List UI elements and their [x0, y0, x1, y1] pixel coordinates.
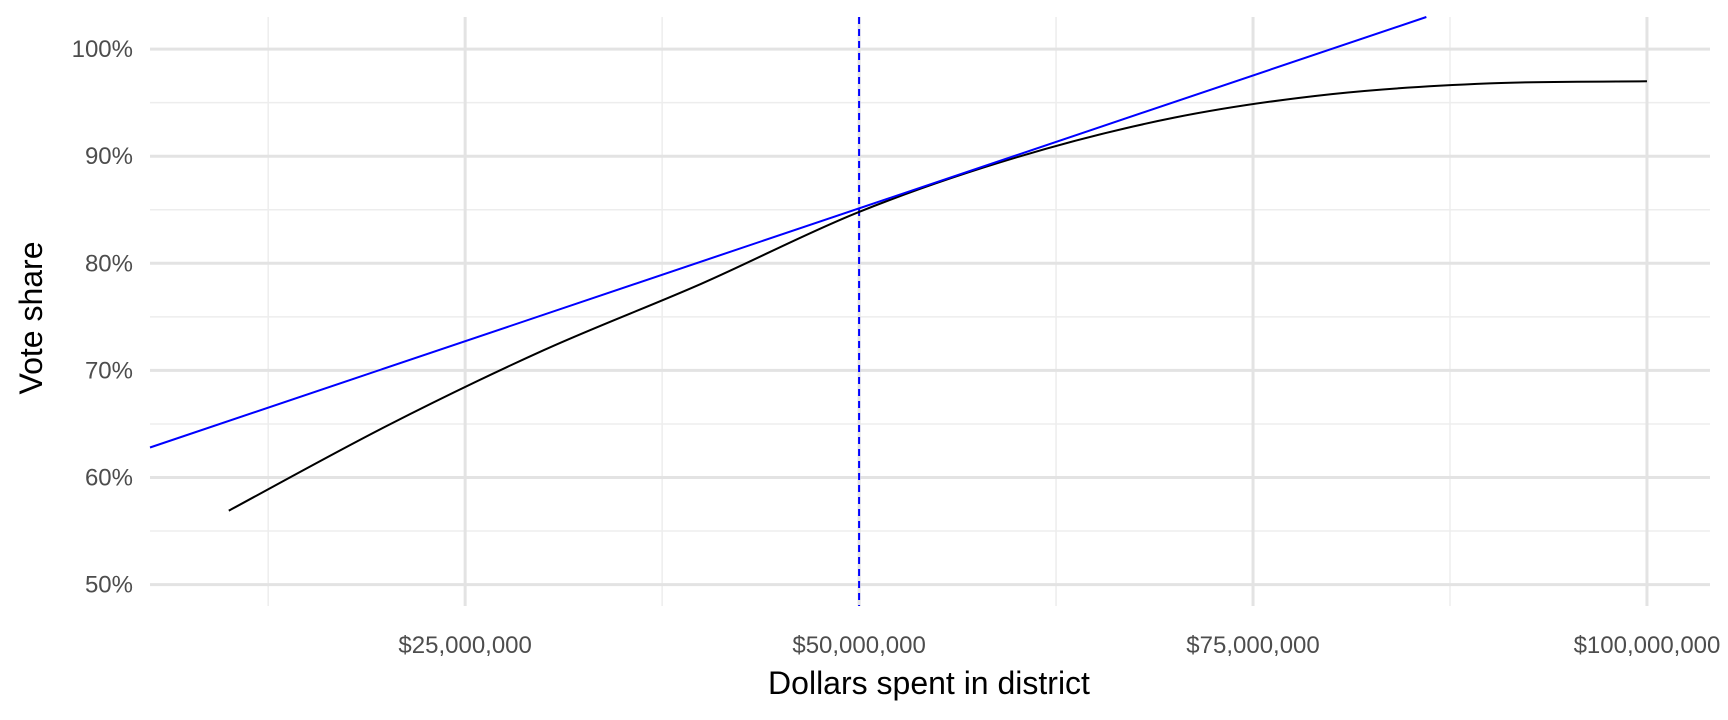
major-gridlines: [150, 17, 1710, 606]
minor-gridlines: [150, 17, 1710, 606]
y-tick-label: 90%: [85, 143, 133, 170]
x-tick-label: $100,000,000: [1574, 632, 1721, 659]
y-tick-label: 60%: [85, 464, 133, 491]
y-axis-title: Vote share: [13, 242, 49, 395]
x-axis-tick-labels: $25,000,000 $50,000,000 $75,000,000 $100,00…: [398, 632, 1720, 659]
y-tick-label: 70%: [85, 357, 133, 384]
y-tick-label: 50%: [85, 572, 133, 599]
y-tick-label: 80%: [85, 250, 133, 277]
x-tick-label: $75,000,000: [1186, 632, 1319, 659]
x-tick-label: $25,000,000: [398, 632, 531, 659]
y-axis-tick-labels: 50% 60% 70% 80% 90% 100%: [72, 36, 133, 598]
x-axis-title: Dollars spent in district: [768, 665, 1090, 701]
y-tick-label: 100%: [72, 36, 133, 63]
tangent-line: [149, 16, 1427, 449]
series-lines: [149, 16, 1647, 512]
vote-share-curve: [228, 80, 1647, 512]
x-tick-label: $50,000,000: [792, 632, 925, 659]
